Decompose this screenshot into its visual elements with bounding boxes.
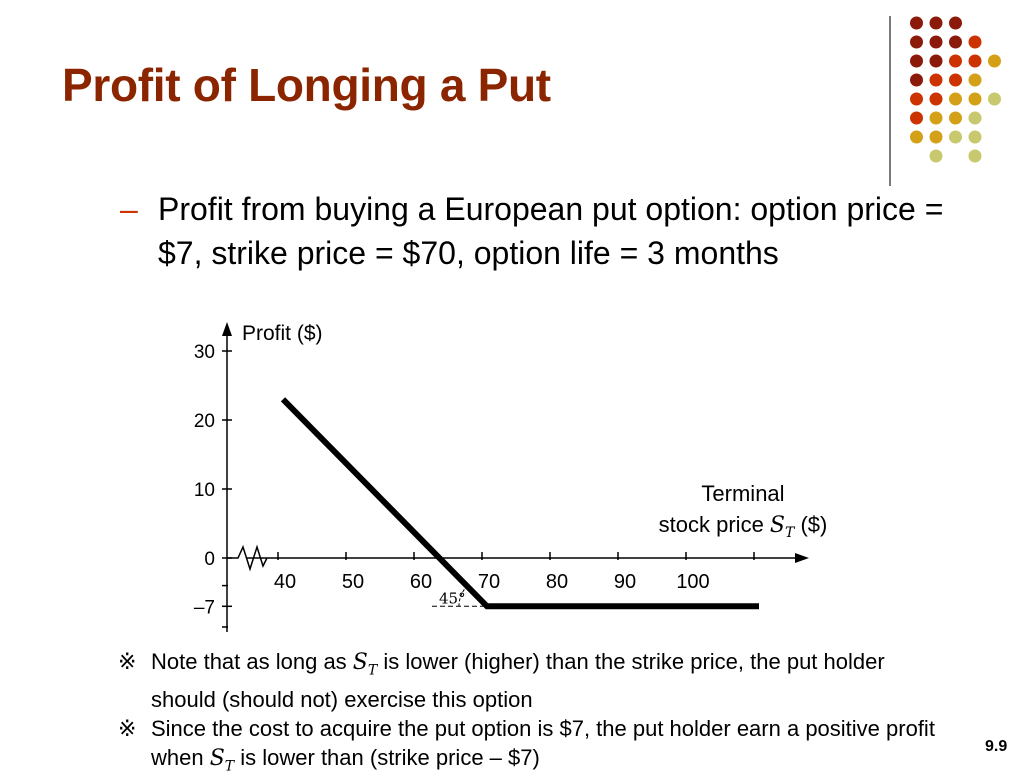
decorative-dot	[910, 54, 923, 68]
decorative-dot	[988, 54, 1001, 68]
decorative-dot	[968, 92, 982, 106]
x-tick-label: 90	[614, 571, 636, 593]
decorative-dot	[949, 111, 962, 125]
angle-arc	[458, 585, 468, 607]
decorative-dot	[929, 54, 943, 68]
x-tick-label: 60	[410, 571, 432, 593]
page-number: 9.9	[985, 738, 1008, 755]
decorative-dot	[929, 130, 943, 144]
x-axis-arrow	[795, 553, 809, 563]
decorative-dot	[910, 73, 923, 87]
note-1-text-before: Note that as long as	[151, 649, 353, 674]
slide-title: Profit of Longing a Put	[62, 59, 551, 111]
decorative-dot	[929, 35, 943, 49]
decorative-dot	[988, 92, 1001, 106]
decorative-dot	[929, 111, 943, 125]
x-axis-label-line1: Terminal	[701, 481, 784, 506]
notes-section: ※ Note that as long as ST is lower (high…	[118, 647, 938, 782]
decorative-dot	[910, 16, 923, 30]
angle-label: 45°	[439, 589, 466, 607]
decorative-dot	[949, 35, 962, 49]
note-2-text-after: is lower than (strike price – $7)	[234, 745, 540, 771]
decorative-dot	[968, 54, 982, 68]
decorative-dot	[949, 16, 962, 30]
decorative-dot	[929, 73, 943, 87]
note-1-text-after: is lower (higher) than the strike price,…	[151, 649, 885, 713]
decorative-dot	[910, 35, 923, 49]
x-axis-label-line2: stock price ST ($)	[659, 512, 828, 541]
y-axis-label: Profit ($)	[242, 322, 323, 345]
decorative-dot	[910, 130, 923, 144]
y-tick-label: 10	[194, 480, 215, 501]
note-1: ※ Note that as long as ST is lower (high…	[118, 647, 938, 714]
bullet-point: – Profit from buying a European put opti…	[120, 187, 960, 275]
decorative-dot	[949, 54, 962, 68]
decorative-dot	[968, 111, 982, 125]
axis-break	[227, 544, 268, 572]
x-tick-label: 50	[342, 571, 364, 593]
note-1-symbol: ※	[118, 649, 137, 674]
x-tick-label: 70	[478, 571, 500, 593]
x-tick-label: 100	[676, 571, 709, 593]
bullet-dash: –	[120, 191, 138, 227]
decorative-dot	[910, 92, 923, 106]
y-tick-label: 30	[194, 342, 215, 363]
profit-line	[280, 397, 759, 610]
decorative-dot	[968, 149, 982, 163]
decorative-dot	[929, 16, 943, 30]
note-2: ※ Since the cost to acquire the put opti…	[118, 714, 938, 781]
note-2-symbol: ※	[118, 716, 137, 742]
y-tick-label: 20	[194, 411, 215, 432]
note-2-variable: ST	[209, 746, 235, 775]
note-1-variable: ST	[352, 650, 378, 679]
decorative-dot	[949, 92, 962, 106]
decorative-dot	[949, 130, 962, 144]
x-tick-label: 40	[274, 571, 296, 593]
decorative-dot	[968, 35, 982, 49]
y-tick-label: 0	[204, 549, 215, 570]
decorative-dot	[929, 149, 943, 163]
y-tick-label: –7	[194, 597, 215, 618]
y-axis-arrow	[222, 322, 232, 336]
bullet-text: Profit from buying a European put option…	[158, 191, 944, 271]
x-tick-label: 80	[546, 571, 568, 593]
title-divider	[889, 16, 891, 186]
note-2-text-before: Since the cost to acquire the put option…	[151, 716, 935, 771]
decorative-dot	[929, 92, 943, 106]
decorative-dot	[910, 111, 923, 125]
decorative-dot	[949, 73, 962, 87]
decorative-dot	[968, 130, 982, 144]
decorative-dot	[968, 73, 982, 87]
